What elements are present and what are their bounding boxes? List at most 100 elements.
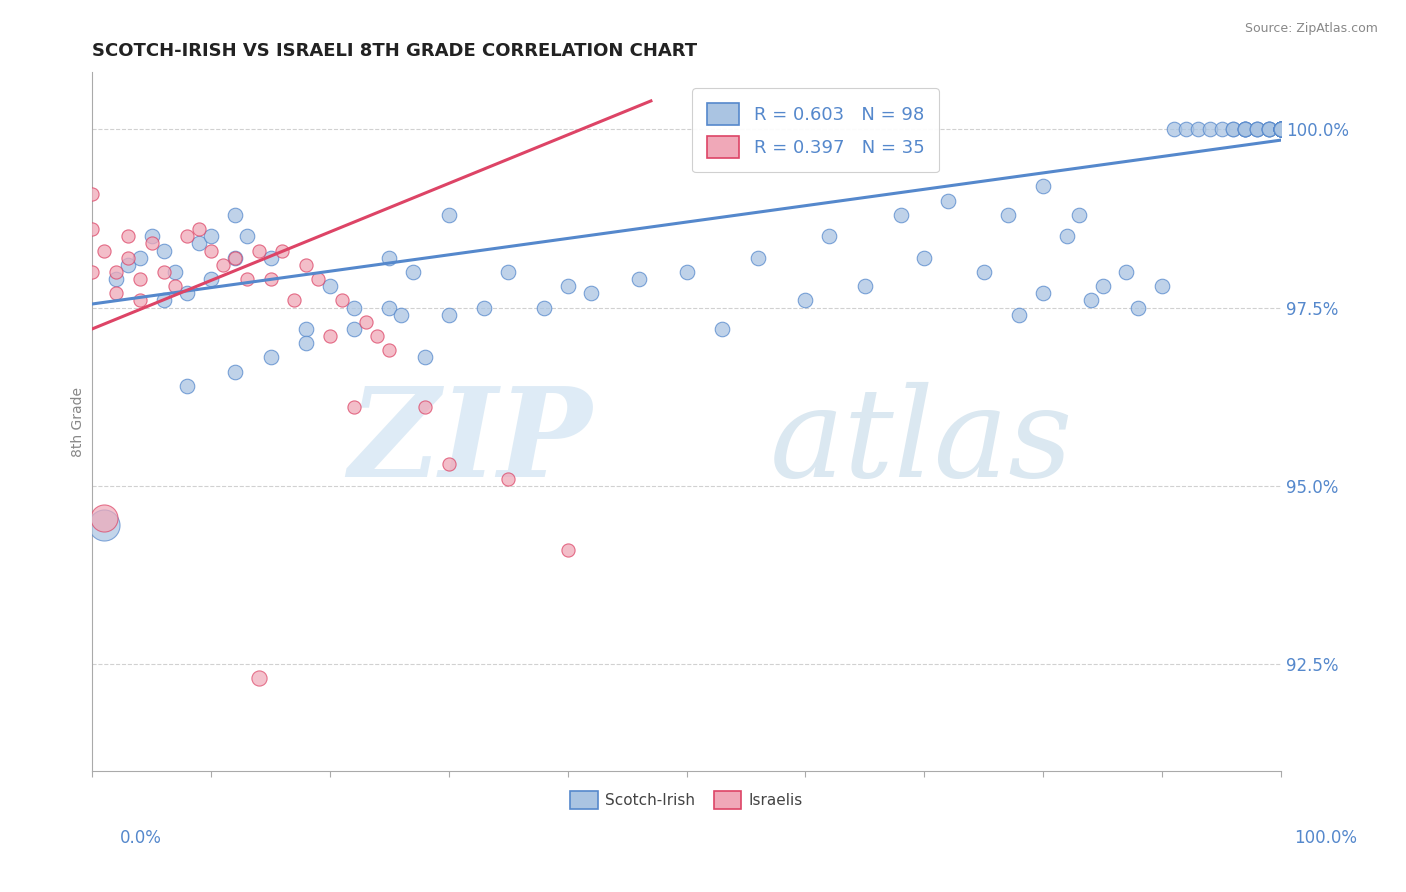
Point <box>675 265 697 279</box>
Point <box>1270 122 1292 136</box>
Point <box>1270 122 1292 136</box>
Point <box>1174 122 1197 136</box>
Point <box>1152 279 1174 293</box>
Point <box>176 379 198 393</box>
Point <box>1032 286 1054 301</box>
Point <box>853 279 876 293</box>
Point <box>295 322 318 336</box>
Point <box>818 229 841 244</box>
Point <box>378 301 401 315</box>
Point <box>747 251 769 265</box>
Point <box>1270 122 1292 136</box>
Point <box>1270 122 1292 136</box>
Point <box>93 510 115 524</box>
Point <box>1234 122 1257 136</box>
Point <box>366 329 388 343</box>
Point <box>82 186 104 201</box>
Point <box>402 265 425 279</box>
Point <box>235 229 257 244</box>
Point <box>212 258 235 272</box>
Point <box>1270 122 1292 136</box>
Point <box>1234 122 1257 136</box>
Point <box>1246 122 1268 136</box>
Point <box>627 272 650 286</box>
Point <box>437 208 460 222</box>
Point <box>936 194 959 208</box>
Point <box>581 286 603 301</box>
Point <box>794 293 817 308</box>
Point <box>117 251 139 265</box>
Point <box>1187 122 1209 136</box>
Point <box>1258 122 1281 136</box>
Point <box>141 236 163 251</box>
Text: 100.0%: 100.0% <box>1294 829 1357 847</box>
Point <box>1270 122 1292 136</box>
Point <box>1222 122 1244 136</box>
Point <box>343 322 366 336</box>
Point <box>1270 122 1292 136</box>
Point <box>533 301 555 315</box>
Point <box>128 251 150 265</box>
Point <box>1008 308 1031 322</box>
Point <box>1234 122 1257 136</box>
Point <box>1056 229 1078 244</box>
Point <box>93 244 115 258</box>
Point <box>307 272 329 286</box>
Point <box>117 258 139 272</box>
Point <box>200 272 222 286</box>
Point <box>141 229 163 244</box>
Text: ZIP: ZIP <box>347 382 592 503</box>
Point <box>319 329 342 343</box>
Point <box>1115 265 1137 279</box>
Point <box>82 222 104 236</box>
Point <box>1067 208 1090 222</box>
Point <box>259 272 281 286</box>
Point <box>1258 122 1281 136</box>
Point <box>104 272 127 286</box>
Point <box>82 265 104 279</box>
Point <box>224 208 246 222</box>
Point <box>128 272 150 286</box>
Point <box>1163 122 1185 136</box>
Point <box>1234 122 1257 136</box>
Point <box>343 301 366 315</box>
Point <box>1270 122 1292 136</box>
Point <box>259 351 281 365</box>
Point <box>104 265 127 279</box>
Point <box>1270 122 1292 136</box>
Point <box>200 229 222 244</box>
Point <box>437 308 460 322</box>
Point <box>295 258 318 272</box>
Point <box>200 244 222 258</box>
Point <box>912 251 935 265</box>
Point <box>997 208 1019 222</box>
Point <box>1270 122 1292 136</box>
Point <box>1270 122 1292 136</box>
Point <box>1246 122 1268 136</box>
Point <box>1258 122 1281 136</box>
Point <box>378 251 401 265</box>
Y-axis label: 8th Grade: 8th Grade <box>72 386 86 457</box>
Text: 0.0%: 0.0% <box>120 829 162 847</box>
Point <box>93 517 115 532</box>
Point <box>1270 122 1292 136</box>
Point <box>165 279 187 293</box>
Text: Source: ZipAtlas.com: Source: ZipAtlas.com <box>1244 22 1378 36</box>
Point <box>247 671 270 685</box>
Point <box>176 286 198 301</box>
Point <box>496 471 519 485</box>
Point <box>1270 122 1292 136</box>
Point <box>1270 122 1292 136</box>
Point <box>283 293 305 308</box>
Point <box>152 244 174 258</box>
Point <box>235 272 257 286</box>
Point <box>224 251 246 265</box>
Point <box>1270 122 1292 136</box>
Legend: Scotch-Irish, Israelis: Scotch-Irish, Israelis <box>564 785 808 815</box>
Point <box>1270 122 1292 136</box>
Point <box>259 251 281 265</box>
Point <box>330 293 353 308</box>
Point <box>1258 122 1281 136</box>
Point <box>165 265 187 279</box>
Point <box>271 244 294 258</box>
